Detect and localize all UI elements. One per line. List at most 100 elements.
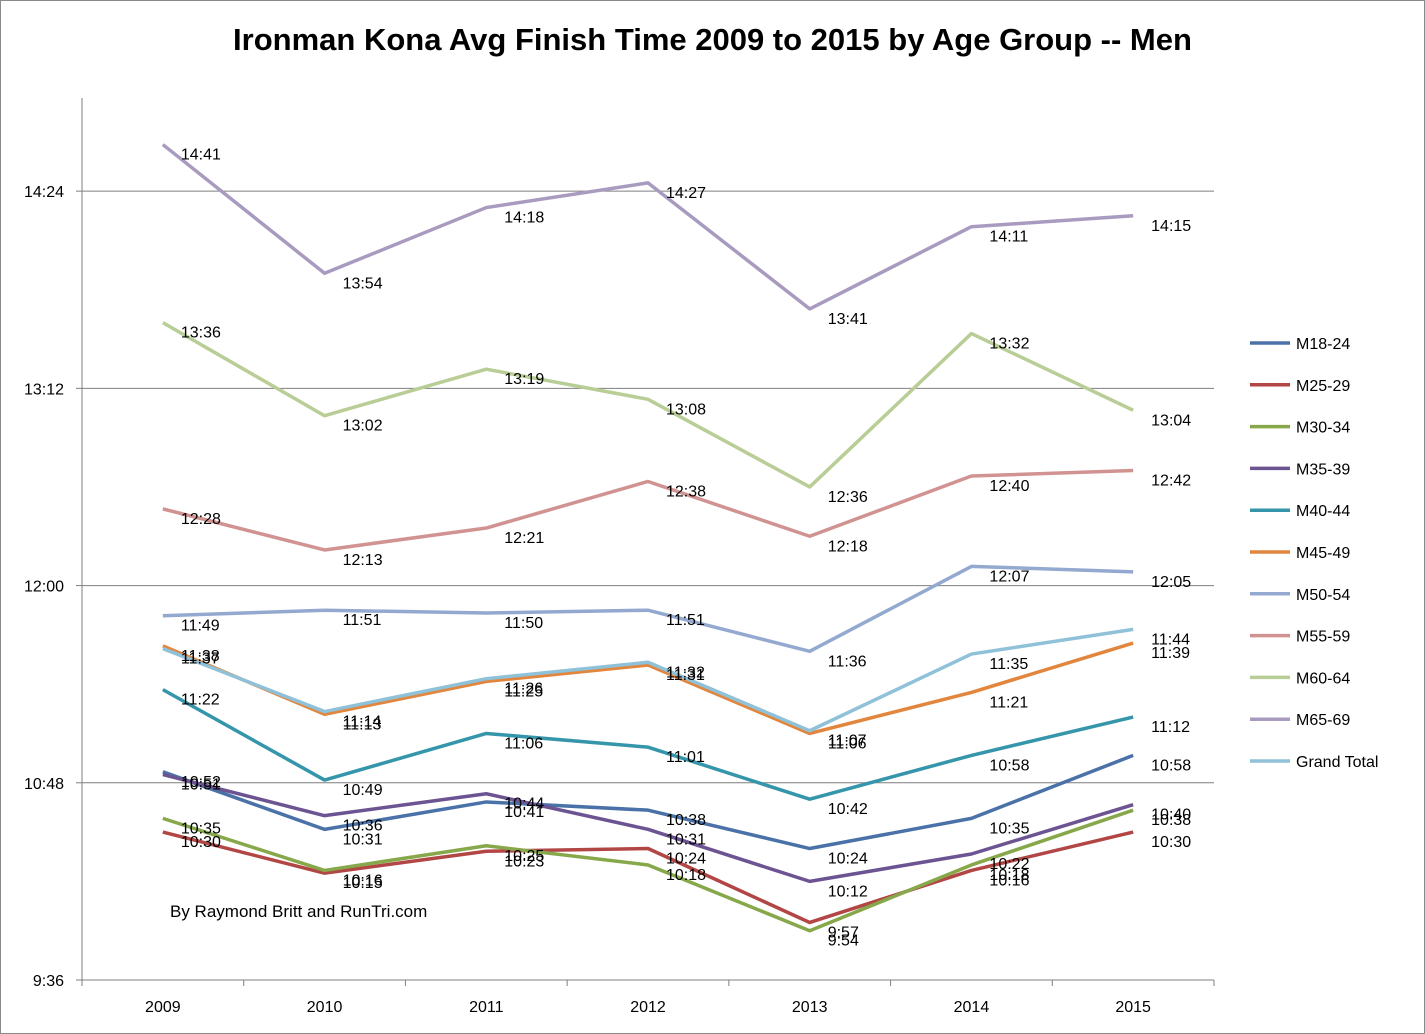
series-line-m25-29 (162, 830, 1134, 925)
data-label-m40-44: 10:58 (989, 757, 1029, 774)
data-label-m25-29: 10:15 (343, 875, 383, 892)
series-line-m60-64 (161, 321, 1134, 489)
data-label-m18-24: 10:24 (828, 851, 868, 868)
data-label-m18-24: 10:52 (181, 774, 221, 791)
legend-label: M40-44 (1296, 503, 1350, 520)
x-tick-label: 2012 (630, 999, 666, 1016)
gridlines (82, 190, 1214, 784)
data-label-m50-54: 11:50 (504, 615, 543, 632)
y-tick-label: 12:00 (24, 579, 64, 596)
series-line-m35-39 (162, 772, 1134, 884)
data-label-m40-44: 11:12 (1151, 719, 1190, 736)
data-label-m35-39: 10:12 (828, 883, 868, 900)
y-tick-label: 13:12 (24, 381, 64, 398)
data-label-m45-49: 11:06 (828, 735, 867, 752)
y-tick-label: 10:48 (24, 776, 64, 793)
data-label-m45-49: 11:39 (1151, 645, 1190, 662)
series-line-m30-34 (162, 808, 1134, 933)
data-label-grand-total: 11:26 (504, 681, 543, 698)
legend-label: M35-39 (1296, 461, 1350, 478)
data-label-m55-59: 12:13 (343, 552, 383, 569)
data-label-m35-39: 10:31 (666, 831, 706, 848)
series-line-m65-69 (161, 143, 1134, 311)
data-label-m45-49: 11:13 (343, 716, 382, 733)
data-label-m40-44: 10:42 (828, 801, 868, 818)
series-line-m40-44 (162, 688, 1134, 801)
data-label-m45-49: 11:21 (989, 694, 1028, 711)
data-label-m55-59: 12:18 (828, 538, 868, 555)
y-tick-labels: 9:36 10:48 12:00 13:12 14:24 (24, 184, 64, 990)
data-label-m30-34: 9:54 (828, 933, 859, 950)
legend: M18-24 M25-29 M30-34 M35-39 M40-44 M45-49 M50-… (1250, 336, 1378, 771)
legend-label: M55-59 (1296, 629, 1350, 646)
data-label-m65-69: 14:18 (504, 210, 544, 227)
data-label-m25-29: 10:23 (504, 853, 544, 870)
x-tick-label: 2015 (1115, 999, 1151, 1016)
legend-label: M45-49 (1296, 545, 1350, 562)
data-label-grand-total: 11:35 (989, 656, 1028, 673)
legend-label: M60-64 (1296, 670, 1350, 687)
data-label-m55-59: 12:40 (989, 478, 1029, 495)
series-line-m45-49 (162, 641, 1134, 736)
series-lines (161, 143, 1134, 933)
data-label-m50-54: 11:51 (343, 612, 382, 629)
data-label-m18-24: 10:58 (1151, 757, 1191, 774)
data-label-m30-34: 10:35 (181, 820, 221, 837)
data-label-m50-54: 11:36 (828, 653, 867, 670)
data-label-m65-69: 14:41 (181, 147, 221, 164)
data-label-m25-29: 10:16 (989, 872, 1029, 889)
data-label-m55-59: 12:21 (504, 530, 544, 547)
data-label-m30-34: 10:38 (1151, 812, 1191, 829)
data-label-m35-39: 10:22 (989, 856, 1029, 873)
series-line-grand-total (162, 627, 1134, 733)
legend-label: M18-24 (1296, 336, 1350, 353)
data-label-m35-39: 10:36 (343, 818, 383, 835)
data-label-m50-54: 11:49 (181, 618, 220, 635)
data-label-m60-64: 13:32 (989, 336, 1029, 353)
data-label-m45-49: 11:25 (504, 683, 543, 700)
data-label-m55-59: 12:28 (181, 511, 221, 528)
legend-label: M50-54 (1296, 587, 1350, 604)
data-label-m40-44: 11:06 (504, 735, 543, 752)
y-tick-label: 9:36 (33, 973, 64, 990)
data-label-m65-69: 13:54 (343, 275, 383, 292)
data-label-m18-24: 10:41 (504, 804, 544, 821)
data-label-m65-69: 13:41 (828, 311, 868, 328)
data-label-m60-64: 13:19 (504, 371, 544, 388)
data-label-m60-64: 13:02 (343, 418, 383, 435)
legend-label: M25-29 (1296, 378, 1350, 395)
data-label-m55-59: 12:38 (666, 483, 706, 500)
data-label-m65-69: 14:27 (666, 185, 706, 202)
data-label-m60-64: 12:36 (828, 489, 868, 506)
data-label-m18-24: 10:35 (989, 820, 1029, 837)
series-line-m50-54 (162, 564, 1134, 654)
data-label-m50-54: 11:51 (666, 612, 705, 629)
data-label-grand-total: 11:07 (828, 733, 867, 750)
data-label-m45-49: 11:31 (666, 667, 705, 684)
y-tick-label: 14:24 (24, 184, 64, 201)
data-label-m65-69: 14:15 (1151, 218, 1191, 235)
data-label-m25-29: 10:24 (666, 851, 706, 868)
data-label-m25-29: 9:57 (828, 924, 859, 941)
data-label-m60-64: 13:08 (666, 401, 706, 418)
data-label-m30-34: 10:18 (989, 867, 1029, 884)
data-label-m35-39: 10:44 (504, 796, 544, 813)
data-label-m45-49: 11:38 (181, 648, 220, 665)
data-label-grand-total: 11:32 (666, 664, 705, 681)
data-label-m50-54: 12:05 (1151, 574, 1191, 591)
data-label-m30-34: 10:25 (504, 848, 544, 865)
data-label-m60-64: 13:36 (181, 325, 221, 342)
series-line-m18-24 (162, 753, 1134, 851)
data-labels: 10:52 10:31 10:41 10:38 10:24 10:35 10:58 10:30… (181, 147, 1191, 950)
data-label-m55-59: 12:42 (1151, 473, 1191, 490)
data-label-m25-29: 10:30 (181, 834, 221, 851)
x-tick-label: 2011 (469, 999, 504, 1016)
data-label-m30-34: 10:16 (343, 872, 383, 889)
data-label-m40-44: 11:22 (181, 692, 220, 709)
data-label-m18-24: 10:31 (343, 831, 383, 848)
x-tick-label: 2013 (792, 999, 828, 1016)
data-label-m30-34: 10:18 (666, 867, 706, 884)
legend-label: Grand Total (1296, 754, 1378, 771)
